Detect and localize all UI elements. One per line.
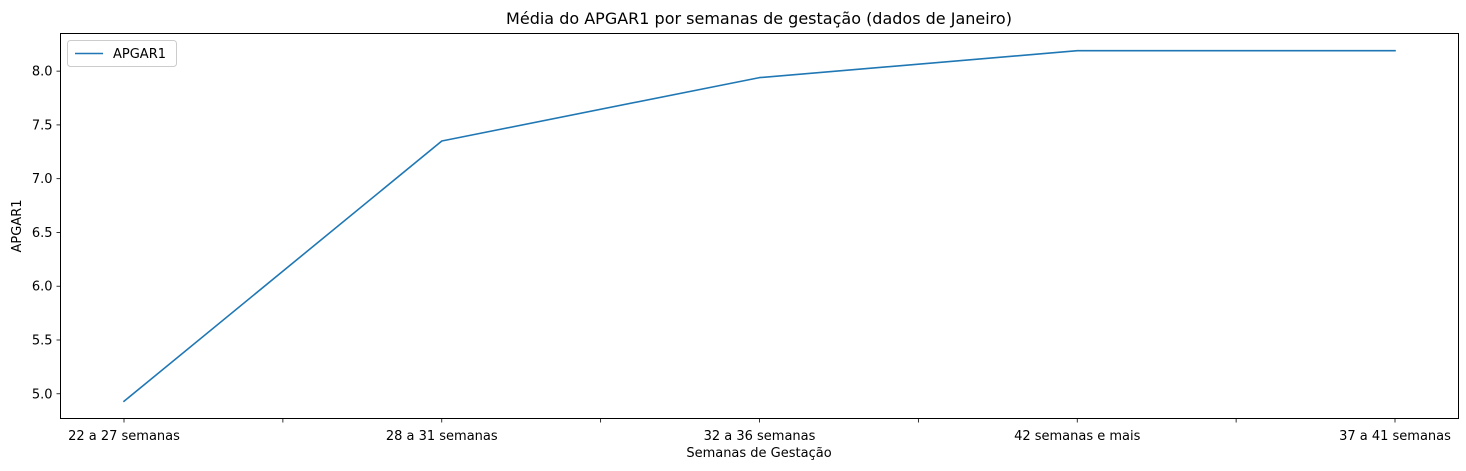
y-tick-label: 7.5 — [32, 118, 53, 133]
x-tick-label: 22 a 27 semanas — [68, 429, 180, 444]
x-tick-label: 37 a 41 semanas — [1339, 429, 1451, 444]
x-tick-label: 42 semanas e mais — [1014, 429, 1141, 444]
plot-area — [122, 49, 1396, 403]
x-tick-label: 28 a 31 semanas — [386, 429, 498, 444]
y-tick-label: 6.5 — [32, 226, 53, 241]
x-axis: 22 a 27 semanas 28 a 31 semanas 32 a 36 se… — [68, 418, 1451, 444]
y-tick-label: 6.0 — [32, 280, 53, 295]
y-tick-label: 5.0 — [32, 387, 53, 402]
y-tick-label: 5.5 — [32, 333, 53, 348]
x-axis-title: Semanas de Gestação — [686, 446, 831, 461]
y-axis: 5.0 5.5 6.0 6.5 7.0 7.5 8.0 — [32, 65, 61, 402]
chart-title: Média do APGAR1 por semanas de gestação … — [506, 9, 1012, 28]
legend-frame — [67, 40, 177, 67]
x-tick-label: 32 a 36 semanas — [704, 429, 816, 444]
legend: APGAR1 — [67, 40, 177, 67]
y-axis-title: APGAR1 — [10, 199, 25, 252]
legend-label-apgar1: APGAR1 — [113, 47, 166, 62]
y-tick-label: 7.0 — [32, 172, 53, 187]
y-tick-label: 8.0 — [32, 65, 53, 80]
